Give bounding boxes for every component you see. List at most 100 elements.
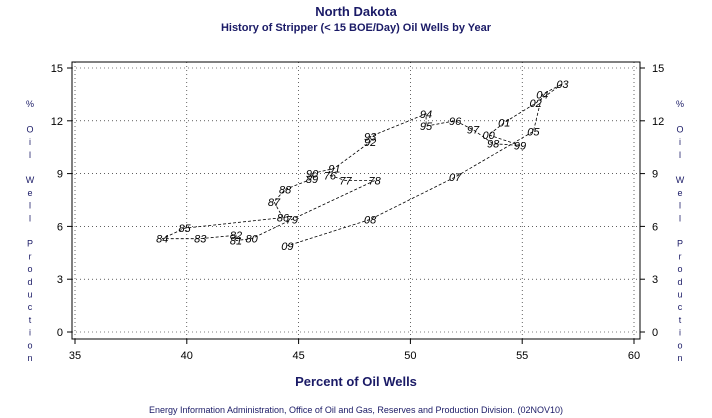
y-axis-label-char: W (676, 175, 685, 185)
data-point-93: 93 (364, 132, 377, 144)
data-point-04: 04 (536, 89, 548, 101)
y-axis-label-char: e (677, 188, 682, 198)
data-point-08: 08 (364, 214, 377, 226)
y-tick-label-right: 15 (652, 63, 664, 75)
y-tick-label-right: 9 (652, 169, 658, 181)
y-axis-label-char: c (28, 302, 33, 312)
y-axis-label-char: l (29, 201, 31, 211)
x-tick-label: 60 (628, 350, 640, 362)
data-point-89: 89 (306, 174, 318, 186)
data-point-99: 99 (514, 140, 526, 152)
y-axis-label-char: W (26, 175, 35, 185)
y-axis-label-char: O (676, 124, 683, 134)
data-point-98: 98 (487, 139, 500, 151)
data-point-83: 83 (194, 234, 207, 246)
chart-subtitle: History of Stripper (< 15 BOE/Day) Oil W… (221, 22, 492, 34)
y-axis-label-char: c (678, 302, 683, 312)
y-axis-label-char: o (27, 340, 32, 350)
data-point-91: 91 (328, 163, 340, 175)
y-axis-label-char: o (677, 264, 682, 274)
y-axis-label-char: r (29, 251, 32, 261)
data-point-88: 88 (279, 184, 292, 196)
data-point-77: 77 (339, 176, 352, 188)
data-point-96: 96 (449, 116, 462, 128)
y-axis-label-char: d (27, 277, 32, 287)
data-point-79: 79 (286, 214, 298, 226)
data-point-01: 01 (498, 118, 510, 130)
x-tick-label: 55 (516, 350, 528, 362)
data-point-78: 78 (368, 176, 381, 188)
series-path (162, 83, 563, 247)
y-axis-label-char: l (29, 150, 31, 160)
y-tick-label-right: 3 (652, 274, 658, 286)
data-point-92: 92 (364, 137, 376, 149)
data-point-00: 00 (483, 130, 496, 142)
y-tick-label-right: 12 (652, 116, 664, 128)
y-axis-label-char: e (27, 188, 32, 198)
data-point-07: 07 (449, 172, 462, 184)
y-axis-label-char: n (677, 353, 682, 363)
y-tick-label-left: 15 (51, 63, 63, 75)
source-footer: Energy Information Administration, Offic… (149, 405, 563, 415)
y-tick-label-right: 6 (652, 221, 658, 233)
data-point-86: 86 (277, 213, 290, 225)
y-axis-label-char: u (27, 290, 32, 300)
data-point-95: 95 (420, 121, 433, 133)
data-point-76: 76 (324, 170, 337, 182)
plot-frame (71, 61, 641, 340)
y-axis-label-char: O (26, 124, 33, 134)
data-point-05: 05 (527, 126, 540, 138)
y-axis-label-char: P (677, 239, 683, 249)
y-tick-label-left: 0 (57, 327, 63, 339)
y-axis-label-char: u (677, 290, 682, 300)
y-axis-label-char: l (679, 201, 681, 211)
y-axis-label-char: i (29, 328, 31, 338)
y-axis-label-char: i (679, 328, 681, 338)
data-point-87: 87 (268, 197, 281, 209)
y-axis-label-char: d (677, 277, 682, 287)
y-axis-label-char: r (679, 251, 682, 261)
data-point-90: 90 (306, 169, 319, 181)
x-tick-label: 40 (181, 350, 193, 362)
data-point-80: 80 (246, 234, 259, 246)
y-axis-label-char: % (676, 99, 684, 109)
y-axis-label-char: i (29, 137, 31, 147)
y-tick-label-right: 0 (652, 327, 658, 339)
y-axis-label-char: i (679, 137, 681, 147)
data-point-02: 02 (529, 98, 541, 110)
y-axis-label-char: o (677, 340, 682, 350)
data-point-85: 85 (178, 223, 191, 235)
data-point-82: 82 (230, 230, 242, 242)
y-axis-label-char: o (27, 264, 32, 274)
gridlines (72, 62, 640, 339)
y-tick-label-left: 9 (57, 169, 63, 181)
chart-title: North Dakota (315, 4, 397, 19)
x-tick-label: 45 (292, 350, 304, 362)
x-tick-label: 50 (404, 350, 416, 362)
y-axis-label-char: n (27, 353, 32, 363)
x-axis-label: Percent of Oil Wells (295, 374, 417, 389)
y-tick-label-left: 3 (57, 274, 63, 286)
data-point-09: 09 (281, 241, 293, 253)
y-axis-label-char: t (679, 315, 682, 325)
data-point-84: 84 (156, 234, 168, 246)
y-axis-label-char: l (679, 213, 681, 223)
data-point-94: 94 (420, 109, 432, 121)
y-axis-label-char: t (29, 315, 32, 325)
y-axis-label-char: l (29, 213, 31, 223)
data-point-81: 81 (230, 235, 242, 247)
data-point-97: 97 (467, 125, 480, 137)
y-axis-label-char: l (679, 150, 681, 160)
data-point-03: 03 (556, 79, 569, 91)
x-tick-label: 35 (69, 350, 81, 362)
y-axis-label-char: % (26, 99, 34, 109)
y-tick-label-left: 12 (51, 116, 63, 128)
series-line (162, 83, 563, 247)
y-tick-label-left: 6 (57, 221, 63, 233)
y-axis-label-char: P (27, 239, 33, 249)
